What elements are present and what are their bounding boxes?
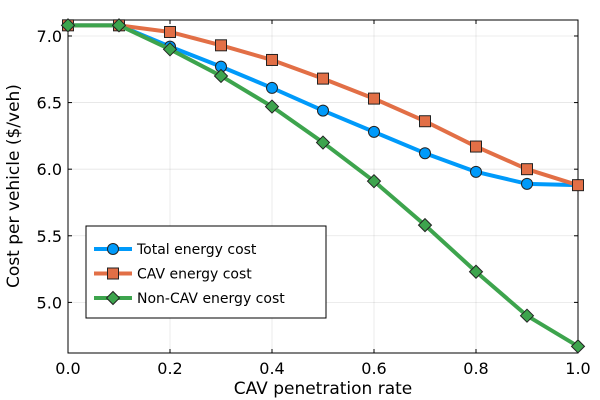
data-point <box>519 308 535 323</box>
legend-entry: CAV energy cost <box>94 267 252 283</box>
x-tick-label: 0.0 <box>55 359 80 378</box>
data-point <box>266 53 278 66</box>
data-point <box>60 18 76 33</box>
data-point <box>317 72 329 85</box>
data-point <box>417 217 433 233</box>
data-point <box>521 163 533 176</box>
series-cav-energy-cost <box>62 19 584 192</box>
data-point <box>570 339 586 354</box>
data-point <box>162 42 178 57</box>
data-point <box>215 39 227 52</box>
x-tick-label: 1.0 <box>565 359 590 378</box>
data-point <box>111 18 127 33</box>
data-point <box>368 125 380 138</box>
legend-entry: Total energy cost <box>94 242 257 258</box>
x-tick-label: 0.2 <box>157 359 182 378</box>
data-point <box>521 177 533 190</box>
legend-marker <box>105 290 121 306</box>
legend-marker <box>107 267 119 280</box>
legend: Total energy cost CAV energy cost Non-CAV … <box>85 225 327 319</box>
series-group <box>60 18 586 354</box>
legend-label: CAV energy cost <box>137 267 252 283</box>
y-tick-label: 5.0 <box>37 293 62 312</box>
data-point <box>470 140 482 153</box>
x-axis-title: CAV penetration rate <box>234 379 413 399</box>
x-tick-label: 0.8 <box>463 359 488 378</box>
y-tick-label: 6.0 <box>37 160 62 179</box>
data-point <box>164 25 176 38</box>
data-point <box>266 81 278 94</box>
y-axis-title: Cost per vehicle ($/veh) <box>4 84 24 288</box>
data-point <box>468 264 484 279</box>
data-point <box>419 115 431 128</box>
data-point <box>572 179 584 192</box>
data-point <box>213 68 229 84</box>
data-point <box>264 99 280 114</box>
series-total-energy-cost <box>62 19 584 192</box>
data-point <box>315 135 331 150</box>
legend-marker <box>107 243 119 255</box>
legend-label: Total energy cost <box>136 242 257 258</box>
axis-ticks: 0.0 0.2 0.4 0.6 0.8 1.0 5.0 5.5 6.0 6.5 7.0 <box>37 20 591 378</box>
legend-entry: Non-CAV energy cost <box>94 290 285 307</box>
data-point <box>368 92 380 105</box>
data-point <box>470 165 482 178</box>
data-point <box>317 104 329 117</box>
series-non-cav-energy-cost <box>60 18 586 354</box>
y-tick-label: 6.5 <box>37 94 62 113</box>
y-tick-label: 5.5 <box>37 227 62 246</box>
y-tick-label: 7.0 <box>37 27 62 46</box>
legend-label: Non-CAV energy cost <box>137 291 285 307</box>
data-point <box>366 173 382 189</box>
data-point <box>419 147 431 160</box>
x-tick-label: 0.6 <box>361 359 386 378</box>
x-tick-label: 0.4 <box>259 359 284 378</box>
